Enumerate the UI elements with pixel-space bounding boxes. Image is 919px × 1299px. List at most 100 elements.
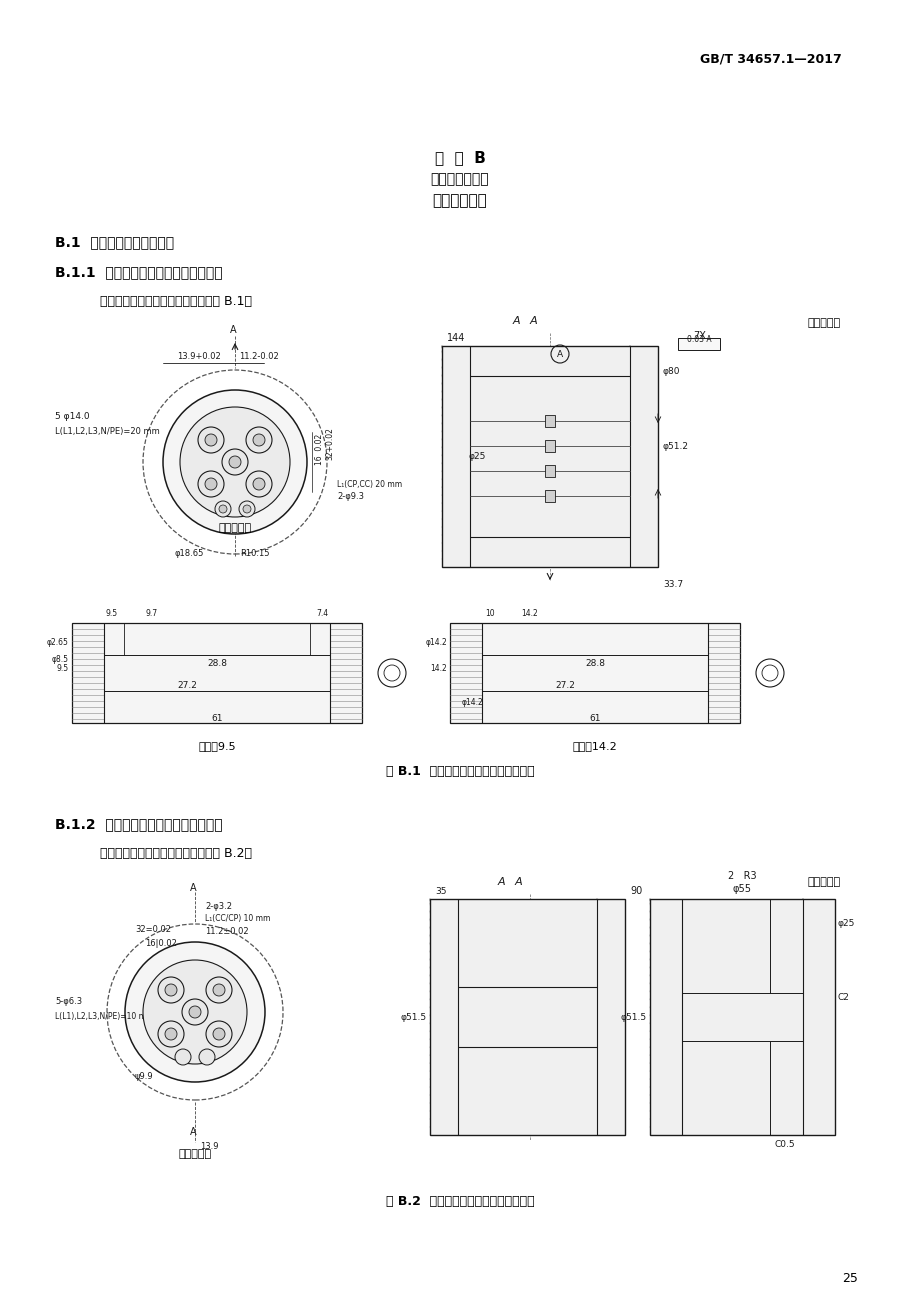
Text: φ8.5: φ8.5 xyxy=(52,655,69,664)
Text: 61: 61 xyxy=(211,713,222,722)
Text: A   A: A A xyxy=(512,316,538,326)
Circle shape xyxy=(229,456,241,468)
Text: 2   R3: 2 R3 xyxy=(727,872,755,881)
Text: 16  0.02: 16 0.02 xyxy=(314,434,323,465)
Text: L₁(CC/CP) 10 mm: L₁(CC/CP) 10 mm xyxy=(205,914,270,924)
Text: 7.4: 7.4 xyxy=(315,609,328,618)
Circle shape xyxy=(245,427,272,453)
Text: B.1  交流充电车辆接口量规: B.1 交流充电车辆接口量规 xyxy=(55,235,174,249)
Circle shape xyxy=(198,472,223,498)
Text: 28.8: 28.8 xyxy=(207,659,227,668)
Text: 33.7: 33.7 xyxy=(663,579,683,588)
Text: 单位为毫米: 单位为毫米 xyxy=(807,877,840,887)
Text: 交流充电车辆插座量规结构尺寸见图 B.2。: 交流充电车辆插座量规结构尺寸见图 B.2。 xyxy=(100,847,252,860)
Text: R10.15: R10.15 xyxy=(240,549,269,559)
Circle shape xyxy=(158,977,184,1003)
Circle shape xyxy=(215,501,231,517)
Circle shape xyxy=(142,960,246,1064)
Circle shape xyxy=(199,1050,215,1065)
Text: 通止规9.5: 通止规9.5 xyxy=(198,740,235,751)
Bar xyxy=(441,346,657,566)
Text: 35: 35 xyxy=(435,887,446,896)
Circle shape xyxy=(198,427,223,453)
Text: 5-φ6.3: 5-φ6.3 xyxy=(55,998,82,1005)
Circle shape xyxy=(205,478,217,490)
Circle shape xyxy=(205,434,217,446)
Text: φ51.5: φ51.5 xyxy=(620,1012,646,1021)
Text: 9.5: 9.5 xyxy=(106,609,118,618)
Bar xyxy=(650,899,834,1135)
Circle shape xyxy=(163,390,307,534)
Text: 充电接口量具: 充电接口量具 xyxy=(432,194,487,208)
Text: 32=0.02: 32=0.02 xyxy=(135,925,171,934)
Text: B.1.1  交流充电车辆插头量规结构尺寸: B.1.1 交流充电车辆插头量规结构尺寸 xyxy=(55,265,222,279)
Text: φ14.2: φ14.2 xyxy=(425,638,447,647)
Text: 27.2: 27.2 xyxy=(176,681,197,690)
Text: 附  录  B: 附 录 B xyxy=(434,149,485,165)
Text: φ25: φ25 xyxy=(468,452,485,461)
Text: 9.7: 9.7 xyxy=(146,609,158,618)
Text: 90: 90 xyxy=(630,886,641,896)
Circle shape xyxy=(188,1005,200,1018)
Text: 整体结构图: 整体结构图 xyxy=(178,1150,211,1159)
Text: 图 B.1  交流充电车辆插头量规结构尺寸: 图 B.1 交流充电车辆插头量规结构尺寸 xyxy=(385,765,534,778)
Text: L(L1,L2,L3,N/PE)=20 mm: L(L1,L2,L3,N/PE)=20 mm xyxy=(55,427,160,436)
Text: 144: 144 xyxy=(447,333,465,343)
Circle shape xyxy=(180,407,289,517)
Circle shape xyxy=(239,501,255,517)
Text: A   A: A A xyxy=(496,877,522,887)
Text: （资料性附录）: （资料性附录） xyxy=(430,171,489,186)
Text: 10: 10 xyxy=(484,609,494,618)
Bar xyxy=(677,338,720,349)
Text: 2-φ9.3: 2-φ9.3 xyxy=(336,492,364,501)
Bar xyxy=(449,624,739,724)
Circle shape xyxy=(253,478,265,490)
Bar xyxy=(429,899,624,1135)
Text: 14.2: 14.2 xyxy=(430,664,447,673)
Text: 7X: 7X xyxy=(692,331,705,342)
Text: GB/T 34657.1—2017: GB/T 34657.1—2017 xyxy=(699,52,841,65)
Text: φ18.65: φ18.65 xyxy=(175,549,204,559)
Circle shape xyxy=(206,1021,232,1047)
Bar xyxy=(544,414,554,427)
Circle shape xyxy=(165,1028,176,1040)
Text: A: A xyxy=(230,325,236,335)
Text: 32+0.02: 32+0.02 xyxy=(324,427,334,460)
Circle shape xyxy=(182,999,208,1025)
Circle shape xyxy=(213,1028,225,1040)
Text: 2-φ3.2: 2-φ3.2 xyxy=(205,902,232,911)
Text: 11.2-0.02: 11.2-0.02 xyxy=(239,352,279,361)
Circle shape xyxy=(206,977,232,1003)
Text: 9.5: 9.5 xyxy=(57,664,69,673)
Circle shape xyxy=(253,434,265,446)
Text: ψ9.9: ψ9.9 xyxy=(135,1072,153,1081)
Text: φ25: φ25 xyxy=(837,918,855,927)
Circle shape xyxy=(213,985,225,996)
Text: φ2.65: φ2.65 xyxy=(47,638,69,647)
Bar xyxy=(544,465,554,477)
Circle shape xyxy=(158,1021,184,1047)
Text: 5 φ14.0: 5 φ14.0 xyxy=(55,412,89,421)
Text: L₁(CP,CC) 20 mm: L₁(CP,CC) 20 mm xyxy=(336,481,402,488)
Text: L(L1),L2,L3,N/PE)=10 mm: L(L1),L2,L3,N/PE)=10 mm xyxy=(55,1012,153,1021)
Text: 图 B.2  交流充电车辆插座量规结构尺寸: 图 B.2 交流充电车辆插座量规结构尺寸 xyxy=(385,1195,534,1208)
Bar xyxy=(544,440,554,452)
Text: A: A xyxy=(189,1128,196,1137)
Text: 25: 25 xyxy=(841,1272,857,1285)
Bar xyxy=(72,624,361,724)
Text: 16|0.02: 16|0.02 xyxy=(145,939,176,948)
Circle shape xyxy=(219,505,227,513)
Bar xyxy=(544,490,554,501)
Text: 61: 61 xyxy=(588,713,600,722)
Circle shape xyxy=(245,472,272,498)
Text: C2: C2 xyxy=(837,992,849,1002)
Text: φ14.2: φ14.2 xyxy=(461,698,483,707)
Text: 13.9+0.02: 13.9+0.02 xyxy=(177,352,221,361)
Text: 13.9: 13.9 xyxy=(199,1142,219,1151)
Circle shape xyxy=(165,985,176,996)
Text: A: A xyxy=(556,349,562,359)
Text: φ80: φ80 xyxy=(663,366,680,375)
Circle shape xyxy=(243,505,251,513)
Text: φ51.2: φ51.2 xyxy=(663,442,688,451)
Text: φ55: φ55 xyxy=(732,885,751,894)
